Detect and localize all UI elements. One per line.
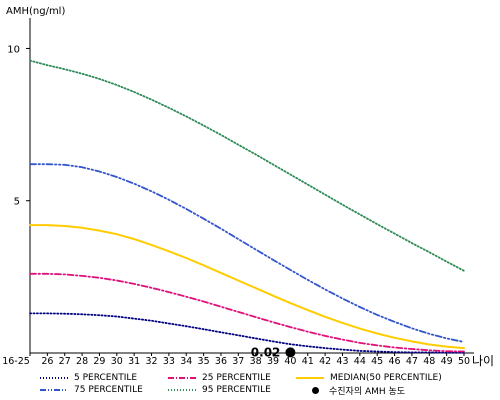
x-tick-label: 36 xyxy=(215,356,227,367)
x-tick-label: 29 xyxy=(93,356,105,367)
legend-label: 95 PERCENTILE xyxy=(202,385,271,395)
x-tick-label: 44 xyxy=(354,356,366,367)
y-tick-label: 10 xyxy=(7,44,20,55)
x-tick-label: 48 xyxy=(423,356,435,367)
legend-item-p75: 75 PERCENTILE xyxy=(40,384,143,396)
x-tick-label: 32 xyxy=(145,356,157,367)
x-tick-label: 35 xyxy=(198,356,210,367)
x-tick-label: 40 xyxy=(284,356,296,367)
x-tick-label: 16-25 xyxy=(2,356,30,367)
legend-item-p25: 25 PERCENTILE xyxy=(168,372,271,384)
x-tick-label: 28 xyxy=(76,356,88,367)
legend-item-median: MEDIAN(50 PERCENTILE) xyxy=(296,372,442,384)
x-tick-label: 43 xyxy=(336,356,348,367)
amh-chart: AMH(ng/ml) 나이 5 10 16-25 26 27 28 29 30 31 32 33 34… xyxy=(2,6,494,368)
series-line xyxy=(29,224,465,350)
series-line xyxy=(29,59,465,272)
patient-amh-marker xyxy=(285,347,296,358)
x-tick-label: 47 xyxy=(406,356,418,367)
legend: 5 PERCENTILE 25 PERCENTILE MEDIAN(50 PER… xyxy=(0,370,500,400)
x-tick-label: 34 xyxy=(180,356,192,367)
x-tick-label: 50 xyxy=(458,356,470,367)
series-line xyxy=(29,312,465,354)
x-tick-label: 42 xyxy=(319,356,331,367)
x-axis-label: 나이 xyxy=(472,354,494,368)
x-tick-label: 45 xyxy=(371,356,383,367)
x-tick-label: 26 xyxy=(41,356,53,367)
legend-item-p5: 5 PERCENTILE xyxy=(40,372,137,384)
x-tick-label: 41 xyxy=(302,356,314,367)
series-line xyxy=(29,272,465,353)
legend-label: 25 PERCENTILE xyxy=(202,373,271,383)
x-tick-label: 27 xyxy=(59,356,71,367)
x-tick-label: 33 xyxy=(163,356,175,367)
legend-item-p95: 95 PERCENTILE xyxy=(168,384,271,396)
legend-label: 5 PERCENTILE xyxy=(74,373,138,383)
x-tick-label: 37 xyxy=(232,356,244,367)
x-tick-label: 31 xyxy=(128,356,140,367)
series-line xyxy=(29,163,465,343)
y-tick-label: 5 xyxy=(14,197,20,208)
legend-label: MEDIAN(50 PERCENTILE) xyxy=(330,373,442,383)
legend-label: 75 PERCENTILE xyxy=(74,385,143,395)
marker-value-label: 0.02 xyxy=(251,345,281,359)
x-tick-label: 46 xyxy=(389,356,401,367)
legend-item-marker: 수진자의 AMH 농도 xyxy=(304,384,406,397)
marker-dot-icon xyxy=(312,386,319,394)
x-tick-label: 38 xyxy=(250,356,262,367)
x-tick-label: 30 xyxy=(111,356,123,367)
legend-label: 수진자의 AMH 농도 xyxy=(329,386,406,397)
x-tick-label: 49 xyxy=(441,356,453,367)
x-tick-label: 39 xyxy=(267,356,279,367)
y-axis-label: AMH(ng/ml) xyxy=(6,6,65,17)
